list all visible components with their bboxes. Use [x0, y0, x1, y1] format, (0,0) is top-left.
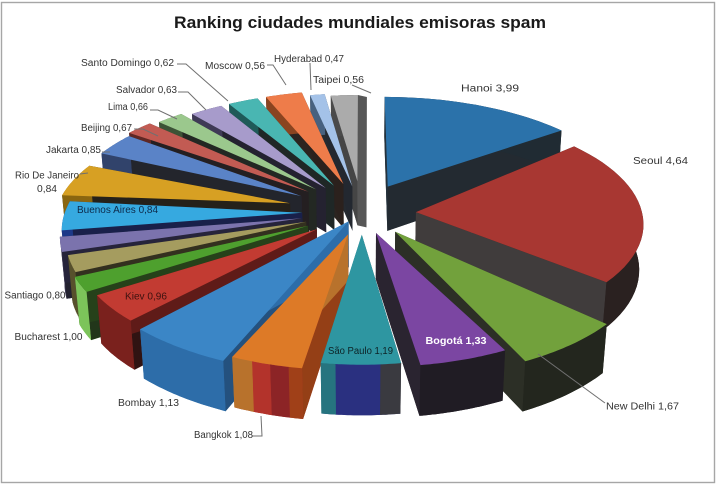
svg-text:Beijing 0,67: Beijing 0,67 — [81, 123, 132, 134]
svg-text:Bangkok 1,08: Bangkok 1,08 — [194, 430, 253, 441]
svg-text:0,84: 0,84 — [37, 184, 57, 195]
svg-text:Moscow 0,56: Moscow 0,56 — [205, 61, 265, 72]
svg-text:Salvador 0,63: Salvador 0,63 — [116, 85, 177, 96]
svg-text:Buenos Aires 0,84: Buenos Aires 0,84 — [77, 205, 158, 216]
svg-text:Seoul 4,64: Seoul 4,64 — [633, 156, 688, 167]
svg-text:Jakarta 0,85: Jakarta 0,85 — [46, 145, 101, 156]
svg-text:São Paulo 1,19: São Paulo 1,19 — [328, 346, 393, 357]
svg-text:Taipei 0,56: Taipei 0,56 — [313, 75, 364, 86]
svg-text:New Delhi 1,67: New Delhi 1,67 — [606, 402, 679, 413]
svg-text:Hyderabad 0,47: Hyderabad 0,47 — [274, 54, 344, 65]
svg-text:Santo Domingo 0,62: Santo Domingo 0,62 — [81, 58, 174, 69]
svg-text:Santiago 0,80: Santiago 0,80 — [5, 291, 66, 302]
svg-text:Rio De Janeiro: Rio De Janeiro — [15, 171, 79, 182]
svg-text:Bogotá 1,33: Bogotá 1,33 — [426, 336, 487, 347]
svg-text:Bucharest 1,00: Bucharest 1,00 — [15, 332, 83, 343]
svg-text:Lima 0,66: Lima 0,66 — [108, 102, 148, 113]
svg-text:Hanoi 3,99: Hanoi 3,99 — [461, 84, 520, 95]
svg-text:Ranking ciudades mundiales emi: Ranking ciudades mundiales emisoras spam — [174, 13, 546, 32]
svg-text:Kiev 0,96: Kiev 0,96 — [125, 292, 167, 303]
svg-text:Bombay 1,13: Bombay 1,13 — [118, 398, 179, 409]
